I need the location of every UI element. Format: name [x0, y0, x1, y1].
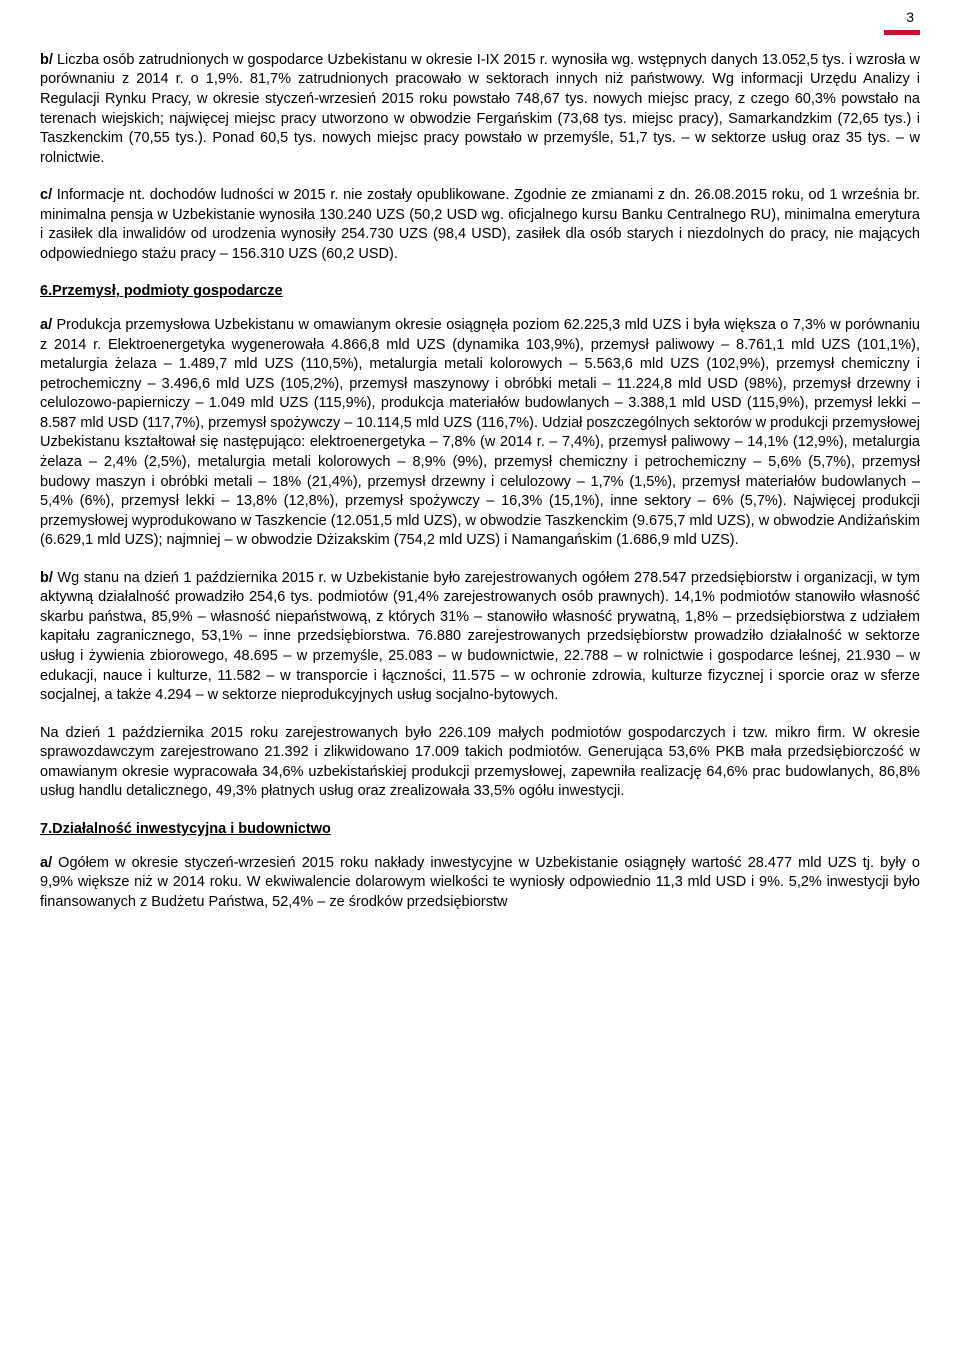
section-heading-7: 7.Działalność inwestycyjna i budownictwo	[40, 820, 920, 840]
section-heading-6: 6.Przemysł, podmioty gospodarcze	[40, 282, 920, 302]
page-number: 3	[906, 8, 914, 27]
paragraph-6a: a/ Produkcja przemysłowa Uzbekistanu w o…	[40, 316, 920, 551]
paragraph-c: c/ Informacje nt. dochodów ludności w 20…	[40, 186, 920, 264]
paragraph-6c: Na dzień 1 października 2015 roku zareje…	[40, 724, 920, 802]
document-page: 3 b/ Liczba osób zatrudnionych w gospoda…	[0, 0, 960, 970]
paragraph-6b: b/ Wg stanu na dzień 1 października 2015…	[40, 569, 920, 706]
paragraph-7a: a/ Ogółem w okresie styczeń-wrzesień 201…	[40, 854, 920, 913]
paragraph-b: b/ Liczba osób zatrudnionych w gospodarc…	[40, 51, 920, 168]
page-number-row: 3	[40, 8, 920, 28]
header-accent-bar	[884, 30, 920, 35]
